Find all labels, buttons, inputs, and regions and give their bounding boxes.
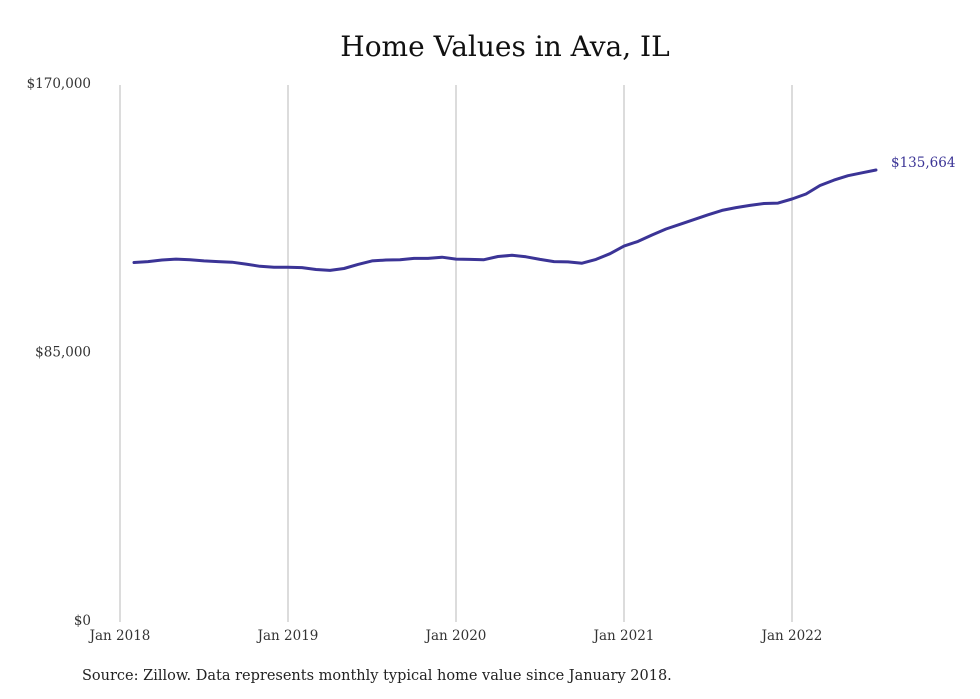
series-layer: $135,664 xyxy=(132,155,955,272)
grid-lines xyxy=(119,85,793,622)
y-tick-label-2: $170,000 xyxy=(27,76,91,92)
x-tick-label-2: Jan 2020 xyxy=(424,628,487,644)
chart-title: Home Values in Ava, IL xyxy=(340,30,670,63)
y-axis-ticks: $0 $85,000 $170,000 xyxy=(27,76,91,629)
end-value-label-0: $135,664 xyxy=(891,155,955,171)
y-tick-label-1: $85,000 xyxy=(35,345,91,361)
series-line-0 xyxy=(132,168,878,272)
x-tick-label-1: Jan 2019 xyxy=(256,628,319,644)
x-tick-label-4: Jan 2022 xyxy=(760,628,823,644)
x-tick-label-0: Jan 2018 xyxy=(88,628,151,644)
x-tick-label-3: Jan 2021 xyxy=(592,628,655,644)
source-note: Source: Zillow. Data represents monthly … xyxy=(82,668,672,684)
y-tick-label-0: $0 xyxy=(74,613,91,629)
x-axis-ticks: Jan 2018 Jan 2019 Jan 2020 Jan 2021 Jan 2022 xyxy=(88,628,823,644)
